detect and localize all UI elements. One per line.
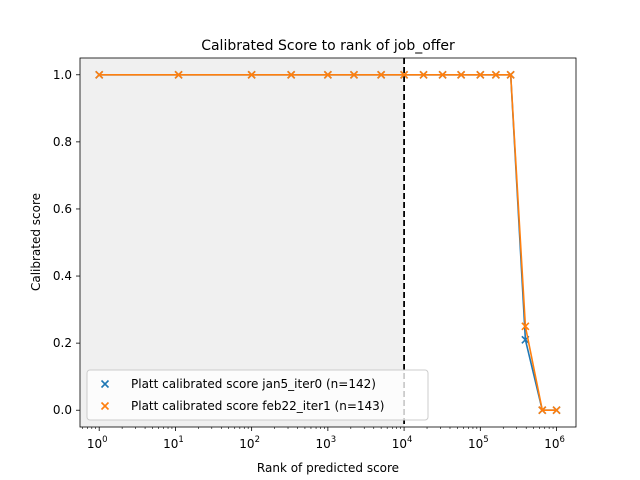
series-1-point xyxy=(419,70,428,79)
x-tick-label: 103 xyxy=(316,435,337,451)
x-tick-label: 104 xyxy=(392,435,413,451)
series-1-point xyxy=(247,70,256,79)
series-1-point xyxy=(438,70,447,79)
series-1-point xyxy=(174,70,183,79)
legend-label-1: Platt calibrated score feb22_iter1 (n=14… xyxy=(131,399,384,413)
legend-box xyxy=(86,369,429,421)
legend-marker-1 xyxy=(100,401,110,411)
series-1-point xyxy=(538,406,547,415)
series-1-point xyxy=(457,70,466,79)
y-tick-label: 0.2 xyxy=(53,336,72,350)
series-1-point xyxy=(552,406,561,415)
x-tick-label: 102 xyxy=(239,435,260,451)
series-1-point xyxy=(349,70,359,79)
chart-title: Calibrated Score to rank of job_offer xyxy=(201,38,455,54)
y-tick-label: 0.0 xyxy=(53,403,72,417)
series-1-point xyxy=(506,70,515,79)
legend-marker-0 xyxy=(100,379,110,389)
series-1-point xyxy=(521,322,530,331)
x-tick-label: 106 xyxy=(544,435,565,451)
x-axis-label: Rank of predicted score xyxy=(257,461,399,475)
series-1-point xyxy=(323,70,332,79)
legend-label-0: Platt calibrated score jan5_iter0 (n=142… xyxy=(131,377,376,391)
legend: Platt calibrated score jan5_iter0 (n=142… xyxy=(86,369,429,421)
series-1-point xyxy=(491,70,500,79)
series-1-point xyxy=(400,70,409,79)
y-tick-label: 0.8 xyxy=(53,135,72,149)
series-1-point xyxy=(476,70,485,79)
series-1-point xyxy=(377,70,386,79)
x-tick-label: 100 xyxy=(87,435,108,451)
y-axis-label: Calibrated score xyxy=(29,193,43,291)
x-tick-label: 101 xyxy=(163,435,184,451)
series-1-point xyxy=(95,70,104,79)
y-tick-label: 0.4 xyxy=(53,269,72,283)
x-tick-label: 105 xyxy=(468,435,489,451)
series-1-point xyxy=(287,70,296,79)
y-tick-label: 0.6 xyxy=(53,202,72,216)
y-tick-label: 1.0 xyxy=(53,68,72,82)
shaded-region xyxy=(80,58,405,427)
